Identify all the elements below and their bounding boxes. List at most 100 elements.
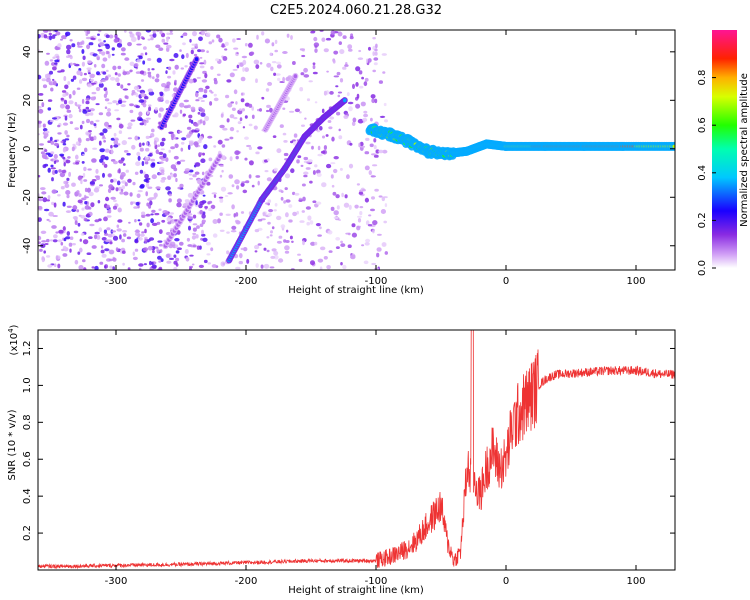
noise-speckle xyxy=(144,52,148,56)
noise-speckle xyxy=(70,78,74,82)
noise-speckle xyxy=(319,226,322,230)
noise-speckle xyxy=(144,173,150,179)
noise-speckle xyxy=(97,38,102,42)
noise-speckle xyxy=(148,106,152,112)
noise-speckle xyxy=(56,47,61,50)
noise-speckle xyxy=(224,195,229,197)
noise-speckle xyxy=(44,149,48,153)
noise-speckle xyxy=(47,264,53,268)
noise-speckle xyxy=(372,164,378,167)
noise-speckle xyxy=(310,260,315,266)
noise-speckle xyxy=(212,219,218,224)
noise-speckle xyxy=(275,73,281,76)
noise-speckle xyxy=(195,234,199,239)
noise-speckle xyxy=(57,132,62,135)
noise-speckle xyxy=(143,263,147,266)
noise-speckle xyxy=(236,38,241,40)
noise-speckle xyxy=(57,43,62,49)
noise-speckle xyxy=(235,101,238,105)
noise-speckle xyxy=(220,113,224,118)
noise-speckle xyxy=(143,179,149,182)
noise-speckle xyxy=(185,52,189,59)
noise-speckle xyxy=(134,171,139,175)
noise-speckle xyxy=(150,162,156,168)
noise-speckle xyxy=(242,67,245,72)
noise-speckle xyxy=(167,75,172,79)
noise-speckle xyxy=(103,163,108,168)
noise-speckle xyxy=(47,107,52,111)
noise-speckle xyxy=(199,119,203,124)
noise-speckle xyxy=(312,170,316,175)
noise-speckle xyxy=(184,168,191,172)
noise-speckle xyxy=(219,124,225,129)
noise-speckle xyxy=(64,130,68,135)
noise-speckle xyxy=(322,135,325,139)
noise-speckle xyxy=(71,43,76,48)
noise-speckle xyxy=(337,31,343,37)
noise-speckle xyxy=(108,249,115,255)
noise-speckle xyxy=(87,83,92,88)
noise-speckle xyxy=(373,62,378,66)
noise-speckle xyxy=(260,264,264,269)
noise-speckle xyxy=(278,258,284,263)
noise-speckle xyxy=(99,158,104,163)
noise-speckle xyxy=(198,36,203,42)
noise-speckle xyxy=(364,197,369,203)
noise-speckle xyxy=(45,73,49,79)
noise-speckle xyxy=(68,113,73,119)
noise-speckle xyxy=(146,239,151,242)
x-tick-label: 0 xyxy=(503,276,509,287)
noise-speckle xyxy=(208,200,213,204)
noise-speckle xyxy=(69,121,74,125)
noise-speckle xyxy=(81,49,85,54)
noise-speckle xyxy=(88,72,91,75)
noise-speckle xyxy=(114,33,118,39)
noise-speckle xyxy=(240,98,245,103)
noise-speckle xyxy=(335,246,340,250)
noise-speckle xyxy=(276,215,282,221)
noise-speckle xyxy=(278,235,283,239)
noise-speckle xyxy=(240,211,245,214)
noise-speckle xyxy=(82,172,86,178)
noise-speckle xyxy=(97,49,103,52)
noise-speckle xyxy=(248,146,252,150)
noise-speckle xyxy=(366,58,369,63)
noise-speckle xyxy=(118,130,123,135)
snr-frame xyxy=(37,329,676,571)
noise-speckle xyxy=(47,167,51,173)
noise-speckle xyxy=(64,138,70,141)
noise-speckle xyxy=(280,190,284,194)
noise-speckle xyxy=(158,243,163,247)
noise-speckle xyxy=(46,199,50,202)
noise-speckle xyxy=(108,258,114,262)
noise-speckle xyxy=(206,50,209,53)
noise-speckle xyxy=(127,178,132,183)
noise-speckle xyxy=(77,222,81,227)
noise-speckle xyxy=(85,106,90,110)
noise-speckle xyxy=(111,53,115,56)
noise-speckle xyxy=(357,218,362,223)
noise-speckle xyxy=(79,238,83,242)
noise-speckle xyxy=(330,206,335,211)
noise-speckle xyxy=(145,141,149,146)
noise-speckle xyxy=(50,151,55,155)
noise-speckle xyxy=(63,180,68,185)
noise-speckle xyxy=(53,154,58,159)
noise-speckle xyxy=(363,113,369,118)
noise-speckle xyxy=(358,191,364,195)
noise-speckle xyxy=(91,158,97,163)
noise-speckle xyxy=(285,212,289,218)
noise-speckle xyxy=(145,191,148,197)
colorbar-tick-label: 0.4 xyxy=(697,165,708,181)
noise-speckle xyxy=(259,62,263,65)
noise-speckle xyxy=(54,140,58,143)
noise-speckle xyxy=(169,58,175,62)
noise-speckle xyxy=(290,168,295,174)
noise-speckle xyxy=(254,250,258,253)
noise-speckle xyxy=(313,36,318,42)
noise-speckle xyxy=(86,67,92,71)
noise-speckle xyxy=(103,229,107,234)
noise-speckle xyxy=(99,148,105,153)
noise-speckle xyxy=(235,155,239,160)
noise-speckle xyxy=(368,214,372,217)
